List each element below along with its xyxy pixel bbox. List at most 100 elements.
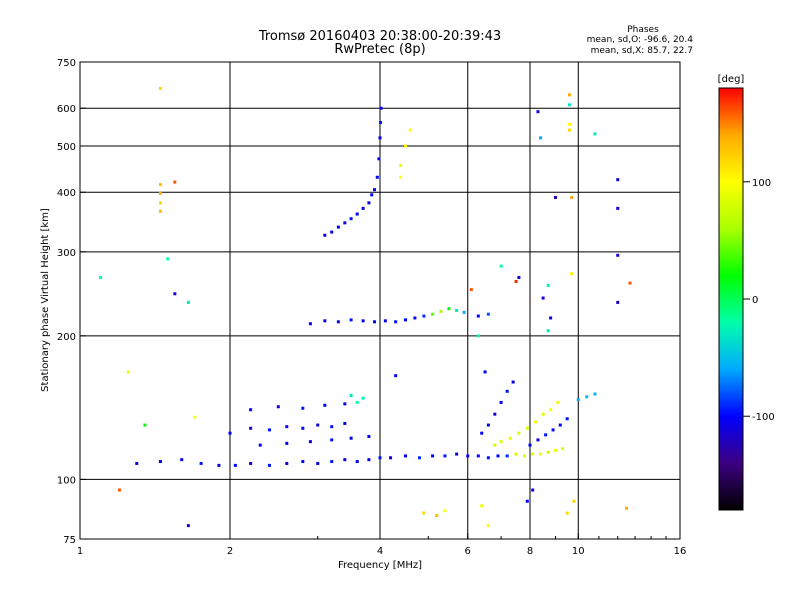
y-axis-ticks: 75 100 200 300 400 500 600 750 <box>57 58 86 546</box>
data-point <box>343 421 347 425</box>
data-point <box>567 93 571 97</box>
y-tick-label: 750 <box>57 58 76 69</box>
data-point <box>378 456 382 460</box>
data-point <box>541 412 545 416</box>
data-point <box>570 195 574 199</box>
data-point <box>399 175 403 179</box>
y-tick-label: 500 <box>57 142 76 153</box>
data-point <box>546 283 550 287</box>
y-tick-label: 100 <box>57 475 76 486</box>
colorbar-tick-label: -100 <box>752 412 775 423</box>
data-point <box>616 178 620 182</box>
data-point <box>514 452 518 456</box>
data-point <box>330 460 334 464</box>
data-point <box>486 524 490 528</box>
data-point <box>361 206 365 210</box>
data-point <box>355 212 359 216</box>
data-point <box>186 300 190 304</box>
y-tick-label: 75 <box>63 535 76 546</box>
data-point <box>143 423 147 427</box>
data-point <box>375 175 379 179</box>
data-point <box>323 233 327 237</box>
data-point <box>443 509 447 513</box>
data-point <box>567 128 571 132</box>
data-point <box>99 276 103 280</box>
x-tick-label: 10 <box>572 546 585 557</box>
data-point <box>408 128 412 132</box>
data-point <box>267 463 271 467</box>
data-point <box>301 406 305 410</box>
data-point <box>525 499 529 503</box>
data-point <box>217 463 221 467</box>
data-point <box>593 392 597 396</box>
data-point <box>193 415 197 419</box>
data-point <box>323 403 327 407</box>
data-point <box>546 329 550 333</box>
data-point <box>496 454 500 458</box>
data-point <box>469 288 473 292</box>
data-point <box>199 461 203 465</box>
data-point <box>173 180 177 184</box>
data-point <box>158 460 162 464</box>
data-point <box>541 296 545 300</box>
data-point <box>355 460 359 464</box>
data-point <box>417 456 421 460</box>
data-point <box>378 136 382 140</box>
data-point <box>499 400 503 404</box>
data-point <box>616 206 620 210</box>
data-point <box>539 452 543 456</box>
colorbar-label: [deg] <box>718 74 745 85</box>
phases-mean-x: mean, sd,X: 85.7, 22.7 <box>591 46 693 56</box>
x-tick-label: 8 <box>527 546 533 557</box>
data-point <box>486 312 490 316</box>
data-point <box>536 438 540 442</box>
data-point <box>403 144 407 148</box>
colorbar <box>718 87 744 511</box>
data-point <box>480 504 484 508</box>
data-point <box>394 320 398 324</box>
data-point <box>514 279 518 283</box>
data-point <box>476 454 480 458</box>
data-point <box>493 412 497 416</box>
data-point <box>455 308 459 312</box>
data-point <box>483 370 487 374</box>
data-point <box>349 217 353 221</box>
data-point <box>508 436 512 440</box>
chart-title: Tromsø 20160403 20:38:00-20:39:43 <box>258 29 501 44</box>
data-point <box>158 86 162 90</box>
data-point <box>301 426 305 430</box>
data-point <box>486 423 490 427</box>
data-point <box>558 423 562 427</box>
data-point <box>367 435 371 439</box>
data-point <box>336 320 340 324</box>
data-point <box>403 454 407 458</box>
data-point <box>505 389 509 393</box>
data-point <box>330 438 334 442</box>
data-point <box>480 431 484 435</box>
data-point <box>349 393 353 397</box>
data-point <box>476 314 480 318</box>
data-point <box>443 454 447 458</box>
data-point <box>628 281 632 285</box>
data-point <box>323 319 327 323</box>
data-point <box>616 253 620 257</box>
data-point <box>367 201 371 205</box>
data-point <box>285 441 289 445</box>
data-point <box>301 460 305 464</box>
data-point <box>431 454 435 458</box>
data-point <box>228 431 232 435</box>
data-point <box>422 314 426 318</box>
data-point <box>553 195 557 199</box>
data-point <box>505 454 509 458</box>
data-point <box>539 136 543 140</box>
data-point <box>593 132 597 136</box>
data-point <box>531 488 535 492</box>
data-point <box>267 428 271 432</box>
data-point <box>549 316 553 320</box>
data-point <box>379 121 383 125</box>
data-point <box>533 420 537 424</box>
data-point <box>343 221 347 225</box>
data-point <box>572 499 576 503</box>
data-point <box>567 103 571 107</box>
